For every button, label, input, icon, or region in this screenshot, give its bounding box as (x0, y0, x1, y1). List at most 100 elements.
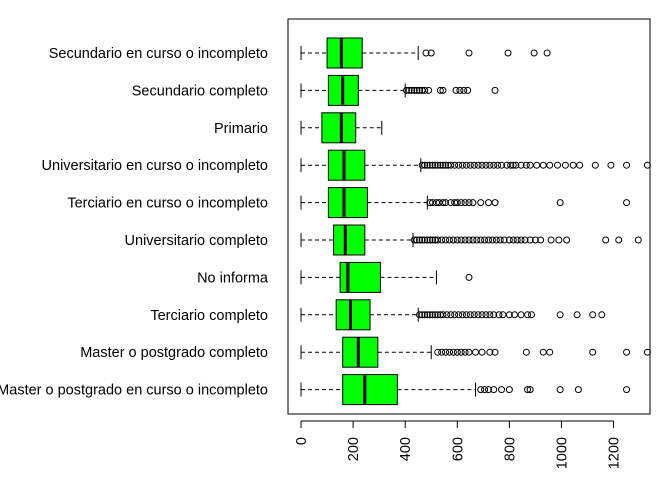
outlier-point (460, 86, 468, 94)
outlier-point (543, 49, 551, 57)
outlier-point (449, 236, 457, 244)
outlier-point (410, 236, 418, 244)
outlier-point (465, 49, 473, 57)
outlier-point (488, 236, 496, 244)
category-label: Universitario en curso o incompleto (42, 158, 268, 174)
outlier-point (418, 236, 426, 244)
outlier-point (431, 311, 439, 319)
outlier-point (457, 236, 465, 244)
outlier-point (524, 311, 532, 319)
outlier-point (478, 348, 486, 356)
x-tick-label: 400 (398, 437, 414, 461)
outlier-point (465, 199, 473, 207)
outlier-point (442, 348, 450, 356)
outlier-point (447, 161, 455, 169)
outlier-point (481, 386, 489, 394)
outlier-point (526, 386, 534, 394)
outlier-point (485, 199, 493, 207)
outlier-point (491, 86, 499, 94)
outlier-point (470, 161, 478, 169)
outlier-point (490, 386, 498, 394)
x-tick-label: 800 (502, 437, 518, 461)
outlier-point (457, 348, 465, 356)
box-iqr (342, 336, 379, 368)
outlier-point (402, 86, 410, 94)
outlier-point (528, 311, 536, 319)
outlier-point (509, 236, 517, 244)
outlier-point (634, 236, 642, 244)
category-label: Universitario completo (125, 233, 268, 249)
outlier-point (589, 311, 597, 319)
box-iqr (326, 37, 363, 69)
outlier-point (517, 161, 525, 169)
outlier-point (513, 236, 521, 244)
outlier-point (573, 311, 581, 319)
outlier-point (445, 348, 453, 356)
outlier-point (461, 236, 469, 244)
outlier-point (434, 236, 442, 244)
outlier-point (643, 161, 651, 169)
box-3 (300, 112, 383, 144)
outlier-point (469, 199, 477, 207)
outlier-point (466, 161, 474, 169)
outlier-point (615, 236, 623, 244)
outlier-point (509, 161, 517, 169)
category-labels: Secundario en curso o incompleto Secundar… (0, 46, 269, 399)
outlier-point (444, 161, 452, 169)
box-iqr (339, 261, 381, 293)
outlier-point (453, 199, 461, 207)
box-8 (300, 299, 606, 331)
outlier-point (494, 161, 502, 169)
outlier-point (445, 236, 453, 244)
outlier-point (416, 86, 424, 94)
outlier-point (431, 236, 439, 244)
outlier-point (491, 199, 499, 207)
outlier-point (434, 161, 442, 169)
outlier-point (434, 348, 442, 356)
outlier-point (452, 86, 460, 94)
outlier-point (477, 236, 485, 244)
outlier-point (643, 348, 651, 356)
outlier-point (554, 161, 562, 169)
box-4 (300, 149, 651, 181)
outlier-point (526, 236, 534, 244)
outlier-point (461, 348, 469, 356)
outlier-point (524, 386, 532, 394)
outlier-point (439, 161, 447, 169)
outlier-point (410, 86, 418, 94)
box-1 (300, 37, 551, 69)
outlier-point (426, 161, 434, 169)
outlier-point (473, 236, 481, 244)
outlier-point (465, 348, 473, 356)
outlier-point (457, 199, 465, 207)
outlier-point (498, 161, 506, 169)
box-iqr (342, 374, 398, 406)
outlier-point (429, 311, 437, 319)
x-tick-label: 1200 (607, 437, 623, 469)
outlier-point (477, 386, 485, 394)
outlier-point (442, 199, 450, 207)
outlier-point (456, 86, 464, 94)
outlier-point (481, 236, 489, 244)
outlier-point (505, 386, 513, 394)
outlier-point (485, 236, 493, 244)
outlier-point (429, 236, 437, 244)
outlier-point (546, 161, 554, 169)
outlier-point (413, 86, 421, 94)
outlier-point (522, 348, 530, 356)
outlier-point (416, 311, 424, 319)
outlier-point (522, 161, 530, 169)
outlier-point (511, 311, 519, 319)
outlier-point (556, 311, 564, 319)
outlier-point (623, 348, 631, 356)
outlier-point (465, 236, 473, 244)
box-7 (300, 261, 473, 293)
category-label: Terciario en curso o incompleto (67, 196, 268, 212)
outlier-point (482, 311, 490, 319)
outlier-point (517, 236, 525, 244)
outlier-point (423, 311, 431, 319)
box-iqr (333, 224, 366, 256)
outlier-point (623, 161, 631, 169)
outlier-point (512, 161, 520, 169)
